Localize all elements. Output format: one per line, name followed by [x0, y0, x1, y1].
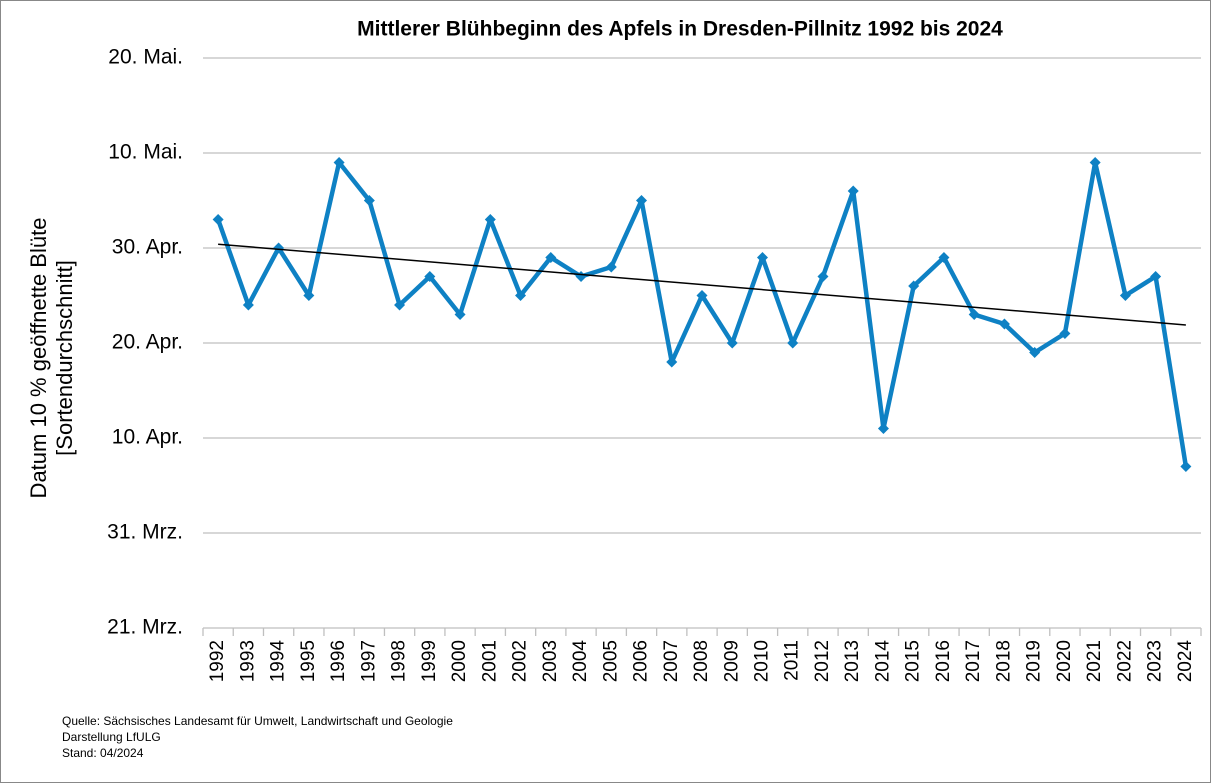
data-point	[1119, 290, 1131, 301]
x-tick-label: 1995	[298, 640, 319, 682]
y-tick-label: 31. Mrz.	[107, 521, 183, 544]
data-point	[938, 252, 950, 263]
data-point	[484, 214, 496, 225]
data-point	[1180, 461, 1192, 472]
x-tick-label: 2023	[1145, 640, 1166, 682]
x-tick-label: 2018	[993, 640, 1014, 682]
x-tick-label: 2002	[510, 640, 531, 682]
x-tick-label: 2022	[1114, 640, 1135, 682]
y-axis-label: [Sortendurchschnitt]	[52, 260, 77, 456]
x-tick-label: 1998	[389, 640, 410, 682]
x-tick-label: 2016	[933, 640, 954, 682]
x-tick-label: 1999	[419, 640, 440, 682]
x-tick-label: 2003	[540, 640, 561, 682]
x-tick-label: 2020	[1054, 640, 1075, 682]
data-point	[1089, 157, 1101, 168]
y-tick-label: 20. Mai.	[108, 46, 183, 69]
data-point	[515, 290, 527, 301]
data-point	[1059, 328, 1071, 339]
y-tick-label: 10. Apr.	[112, 426, 183, 449]
x-tick-label: 2001	[479, 640, 500, 682]
chart-title: Mittlerer Blühbeginn des Apfels in Dresd…	[357, 18, 1003, 41]
data-point	[636, 195, 648, 206]
x-tick-label: 2006	[631, 640, 652, 682]
data-point	[847, 185, 859, 197]
footer-text: Stand: 04/2024	[62, 746, 144, 760]
x-tick-label: 2009	[721, 640, 742, 682]
x-tick-label: 2008	[691, 640, 712, 682]
y-tick-label: 10. Mai.	[108, 141, 183, 164]
data-point	[726, 337, 738, 349]
y-tick-label: 21. Mrz.	[107, 616, 183, 639]
x-tick-label: 1996	[328, 640, 349, 682]
x-tick-label: 1994	[268, 640, 289, 683]
footer-text: Darstellung LfULG	[62, 730, 161, 744]
x-tick-label: 2004	[570, 640, 591, 683]
data-point	[1029, 347, 1041, 358]
x-tick-label: 2000	[449, 640, 470, 682]
x-tick-label: 2007	[661, 640, 682, 682]
x-tick-label: 2021	[1084, 640, 1105, 682]
data-point	[424, 271, 436, 282]
x-tick-label: 2024	[1175, 640, 1196, 683]
trend-line	[218, 243, 1186, 326]
data-point	[212, 214, 224, 225]
data-point	[303, 290, 315, 301]
data-point	[363, 195, 375, 206]
data-point	[1150, 271, 1162, 282]
data-point	[877, 423, 889, 434]
y-tick-label: 30. Apr.	[112, 236, 183, 259]
x-tick-label: 2019	[1024, 640, 1045, 682]
data-point	[968, 309, 980, 320]
data-point	[787, 337, 799, 349]
data-point	[273, 242, 285, 254]
x-tick-label: 2011	[782, 640, 803, 681]
data-point	[998, 318, 1010, 330]
x-tick-label: 2013	[842, 640, 863, 682]
data-point	[756, 252, 768, 263]
data-point	[333, 157, 345, 168]
x-tick-label: 2005	[600, 640, 621, 682]
y-tick-label: 20. Apr.	[112, 331, 183, 354]
data-point	[908, 280, 920, 292]
data-point	[242, 299, 254, 311]
data-point	[605, 261, 617, 273]
data-point	[394, 299, 406, 311]
x-tick-label: 1992	[207, 640, 228, 682]
x-tick-label: 1997	[358, 640, 379, 682]
x-tick-label: 2015	[903, 640, 924, 682]
data-point	[545, 252, 557, 263]
x-tick-label: 1993	[237, 640, 258, 682]
x-tick-label: 2010	[752, 640, 773, 682]
data-point	[817, 271, 829, 282]
data-point	[666, 356, 678, 368]
data-point	[454, 309, 466, 320]
x-tick-label: 2014	[872, 640, 893, 683]
x-tick-label: 2012	[812, 640, 833, 682]
x-tick-label: 2017	[963, 640, 984, 682]
data-point	[696, 290, 708, 301]
footer-text: Quelle: Sächsisches Landesamt für Umwelt…	[62, 714, 453, 728]
y-axis-label: Datum 10 % geöffnette Blüte	[26, 218, 51, 499]
